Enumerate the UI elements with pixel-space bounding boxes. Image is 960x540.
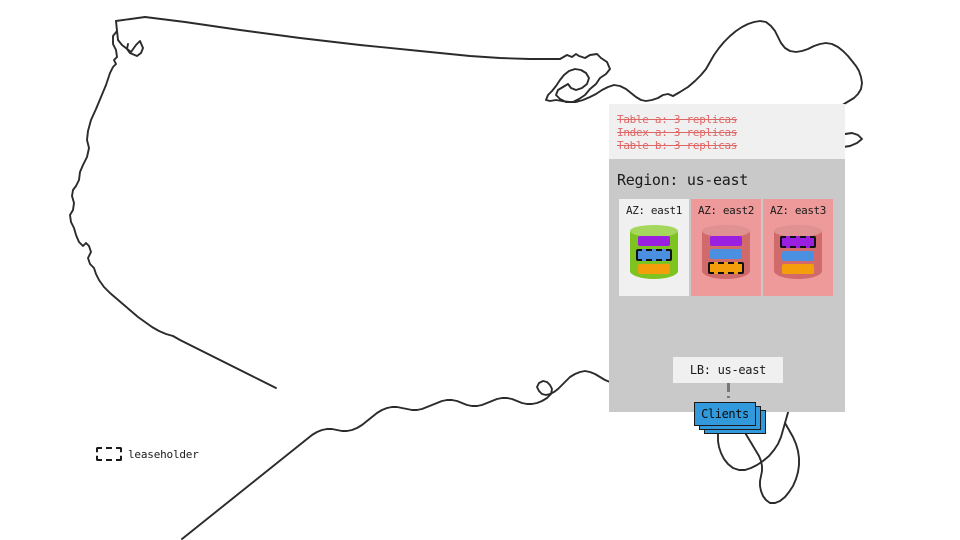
range-table-a-east2 [710,236,742,246]
replica-line-index-a: Index a: 3 replicas [617,126,738,139]
cylinder-top [774,225,822,237]
range-table-a-east3-leaseholder [780,236,816,248]
legend: leaseholder [96,447,199,461]
az-box-east3[interactable]: AZ: east3 [763,199,833,296]
load-balancer-label: LB: us-east [689,363,767,377]
range-table-b-east1 [638,264,670,274]
load-balancer-box[interactable]: LB: us-east [673,357,783,383]
replica-line-table-b: Table b: 3 replicas [617,139,738,152]
range-index-a-east3 [782,251,814,261]
range-index-a-east1-leaseholder [636,249,672,261]
client-card-front[interactable]: Clients [694,402,756,426]
database-cylinder-east1 [630,225,678,285]
region-body: Region: us-east AZ: east1 AZ: east2 [609,159,845,434]
region-title: Region: us-east [617,171,748,189]
lb-clients-connector [727,383,730,403]
range-list-east1 [630,236,678,274]
range-table-b-east3 [782,264,814,274]
cylinder-top [702,225,750,237]
leaseholder-dashed-rect-icon [96,447,122,461]
range-table-b-east2-leaseholder [708,262,744,274]
range-list-east2 [702,236,750,274]
az-box-east2[interactable]: AZ: east2 [691,199,761,296]
cylinder-top [630,225,678,237]
range-index-a-east2 [710,249,742,259]
az-label-east2: AZ: east2 [697,204,754,217]
region-panel-us-east: Table a: 3 replicas Index a: 3 replicas … [609,104,845,434]
legend-label-leaseholder: leaseholder [128,447,199,461]
clients-stack[interactable]: Clients [694,402,766,434]
database-cylinder-east3 [774,225,822,285]
availability-zone-row: AZ: east1 AZ: east2 [619,199,833,296]
range-table-a-east1 [638,236,670,246]
database-cylinder-east2 [702,225,750,285]
az-label-east1: AZ: east1 [625,204,682,217]
clients-label: Clients [701,407,749,421]
az-label-east3: AZ: east3 [769,204,826,217]
replicas-summary: Table a: 3 replicas Index a: 3 replicas … [609,104,845,159]
az-box-east1[interactable]: AZ: east1 [619,199,689,296]
range-list-east3 [774,236,822,274]
replica-line-table-a: Table a: 3 replicas [617,113,738,126]
